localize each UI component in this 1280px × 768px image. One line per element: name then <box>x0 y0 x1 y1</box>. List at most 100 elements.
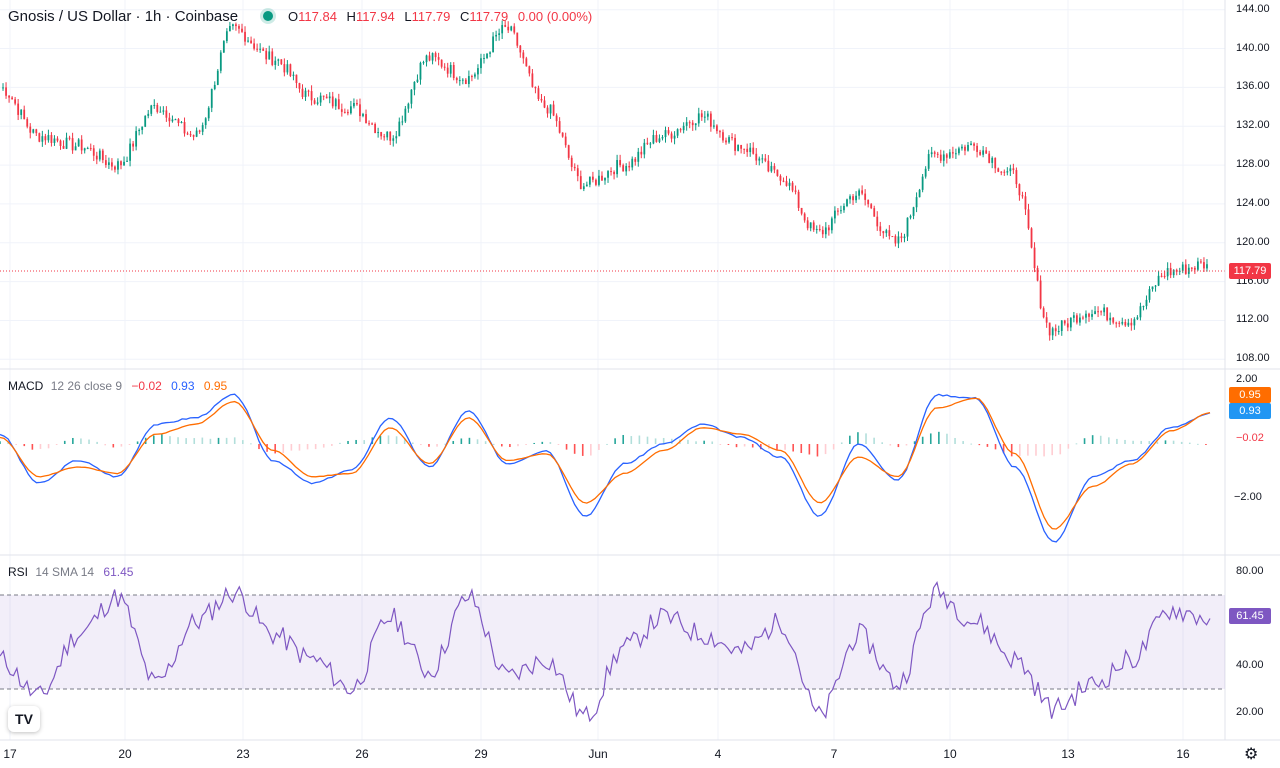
candle-body <box>921 176 924 190</box>
candle-body <box>495 34 497 37</box>
candle-body <box>973 143 975 146</box>
candle-body <box>951 152 954 154</box>
rsi-line <box>0 580 1211 723</box>
open-value: 117.84 <box>298 9 337 24</box>
candle-body <box>180 122 183 124</box>
rsi-value-tag: 61.45 <box>1229 608 1271 624</box>
macd-hist-bar <box>152 435 155 444</box>
candle-body <box>640 151 643 155</box>
candle-body <box>652 135 655 144</box>
macd-hist-bar <box>881 442 884 444</box>
candle-body <box>86 148 89 150</box>
macd-hist-bar <box>501 444 503 447</box>
macd-hist-bar <box>177 437 179 444</box>
candle-body <box>728 137 730 143</box>
candle-body <box>764 158 767 161</box>
macd-hist-bar <box>242 440 244 444</box>
high-value: 117.94 <box>355 9 395 24</box>
candle-body <box>976 145 978 152</box>
candle-body <box>791 182 794 191</box>
time-axis-label: 20 <box>118 747 132 761</box>
candle-body <box>56 138 59 141</box>
macd-hist-bar <box>606 443 608 445</box>
candle-body <box>900 236 903 239</box>
candle-body <box>419 62 422 80</box>
candle-body <box>930 152 933 155</box>
candle-body <box>461 79 464 81</box>
macd-hist-bar <box>816 444 819 457</box>
macd-hist-bar <box>533 442 535 444</box>
macd-hist-bar <box>1132 440 1134 444</box>
macd-hist-bar <box>517 444 519 447</box>
candle-body <box>431 53 434 61</box>
candle-body <box>664 130 667 138</box>
candle-body <box>383 136 386 138</box>
macd-hist-bar <box>322 444 325 448</box>
candle-body <box>132 143 134 147</box>
candle-body <box>244 31 246 42</box>
candle-body <box>682 125 685 131</box>
market-status-dot[interactable] <box>263 11 273 21</box>
candle-body <box>183 122 186 134</box>
gear-icon[interactable]: ⚙ <box>1244 746 1259 763</box>
candle-body <box>888 230 891 237</box>
time-axis-label: 17 <box>3 747 17 761</box>
candle-body <box>964 146 966 151</box>
candle-body <box>564 136 567 146</box>
candle-body <box>658 138 661 142</box>
candle-body <box>71 138 74 151</box>
macd-hist-bar <box>1180 441 1183 444</box>
candle-body <box>1172 269 1175 276</box>
candle-body <box>885 230 888 234</box>
macd-hist-bar <box>1010 444 1013 457</box>
macd-hist-bar <box>897 444 900 448</box>
candle-body <box>873 208 876 217</box>
candle-body <box>815 229 818 231</box>
candle-body <box>794 190 797 192</box>
candle-body <box>443 66 446 68</box>
candle-body <box>477 68 479 75</box>
candle-body <box>114 166 116 170</box>
candle-body <box>1057 331 1060 333</box>
candle-body <box>849 196 851 200</box>
macd-hist-bar <box>978 444 981 446</box>
candle-body <box>392 138 395 141</box>
macd-hist-bar <box>622 434 625 444</box>
tradingview-logo[interactable]: TV <box>8 706 40 732</box>
macd-hist-bar <box>355 439 357 444</box>
candle-body <box>1151 286 1154 290</box>
macd-hist-bar <box>306 444 309 450</box>
candle-body <box>374 123 376 134</box>
rsi-legend-name: RSI <box>8 565 29 579</box>
candle-body <box>1203 262 1205 269</box>
candle-body <box>77 139 80 147</box>
candle-body <box>525 58 528 67</box>
candle-body <box>504 25 507 27</box>
candle-body <box>1200 261 1202 263</box>
macd-hist-bar <box>889 444 892 446</box>
candle-body <box>761 158 764 160</box>
candle-body <box>846 199 848 207</box>
macd-hist-bar <box>662 437 665 444</box>
candle-body <box>719 131 721 133</box>
time-axis-label: 13 <box>1061 747 1075 761</box>
macd-hist-bar <box>525 444 527 445</box>
rsi-legend[interactable]: RSI 14 SMA 14 61.45 <box>8 565 133 579</box>
candle-body <box>319 95 322 103</box>
candle-body <box>195 130 198 137</box>
macd-hist-bar <box>638 435 641 444</box>
price-axis-label: 140.00 <box>1236 41 1270 54</box>
macd-hist-bar <box>185 438 187 444</box>
candle-body <box>359 104 361 117</box>
macd-hist-bar <box>23 444 26 447</box>
candle-body <box>1027 209 1030 229</box>
price-candles <box>2 20 1208 341</box>
candle-body <box>280 59 283 65</box>
candle-body <box>909 215 912 218</box>
symbol-title[interactable]: Gnosis / US Dollar · 1h · Coinbase <box>8 8 239 25</box>
candle-body <box>83 148 86 151</box>
macd-legend[interactable]: MACD 12 26 close 9 −0.02 0.93 0.95 <box>8 379 227 393</box>
macd-hist-bar <box>444 443 446 445</box>
candle-body <box>210 89 213 108</box>
